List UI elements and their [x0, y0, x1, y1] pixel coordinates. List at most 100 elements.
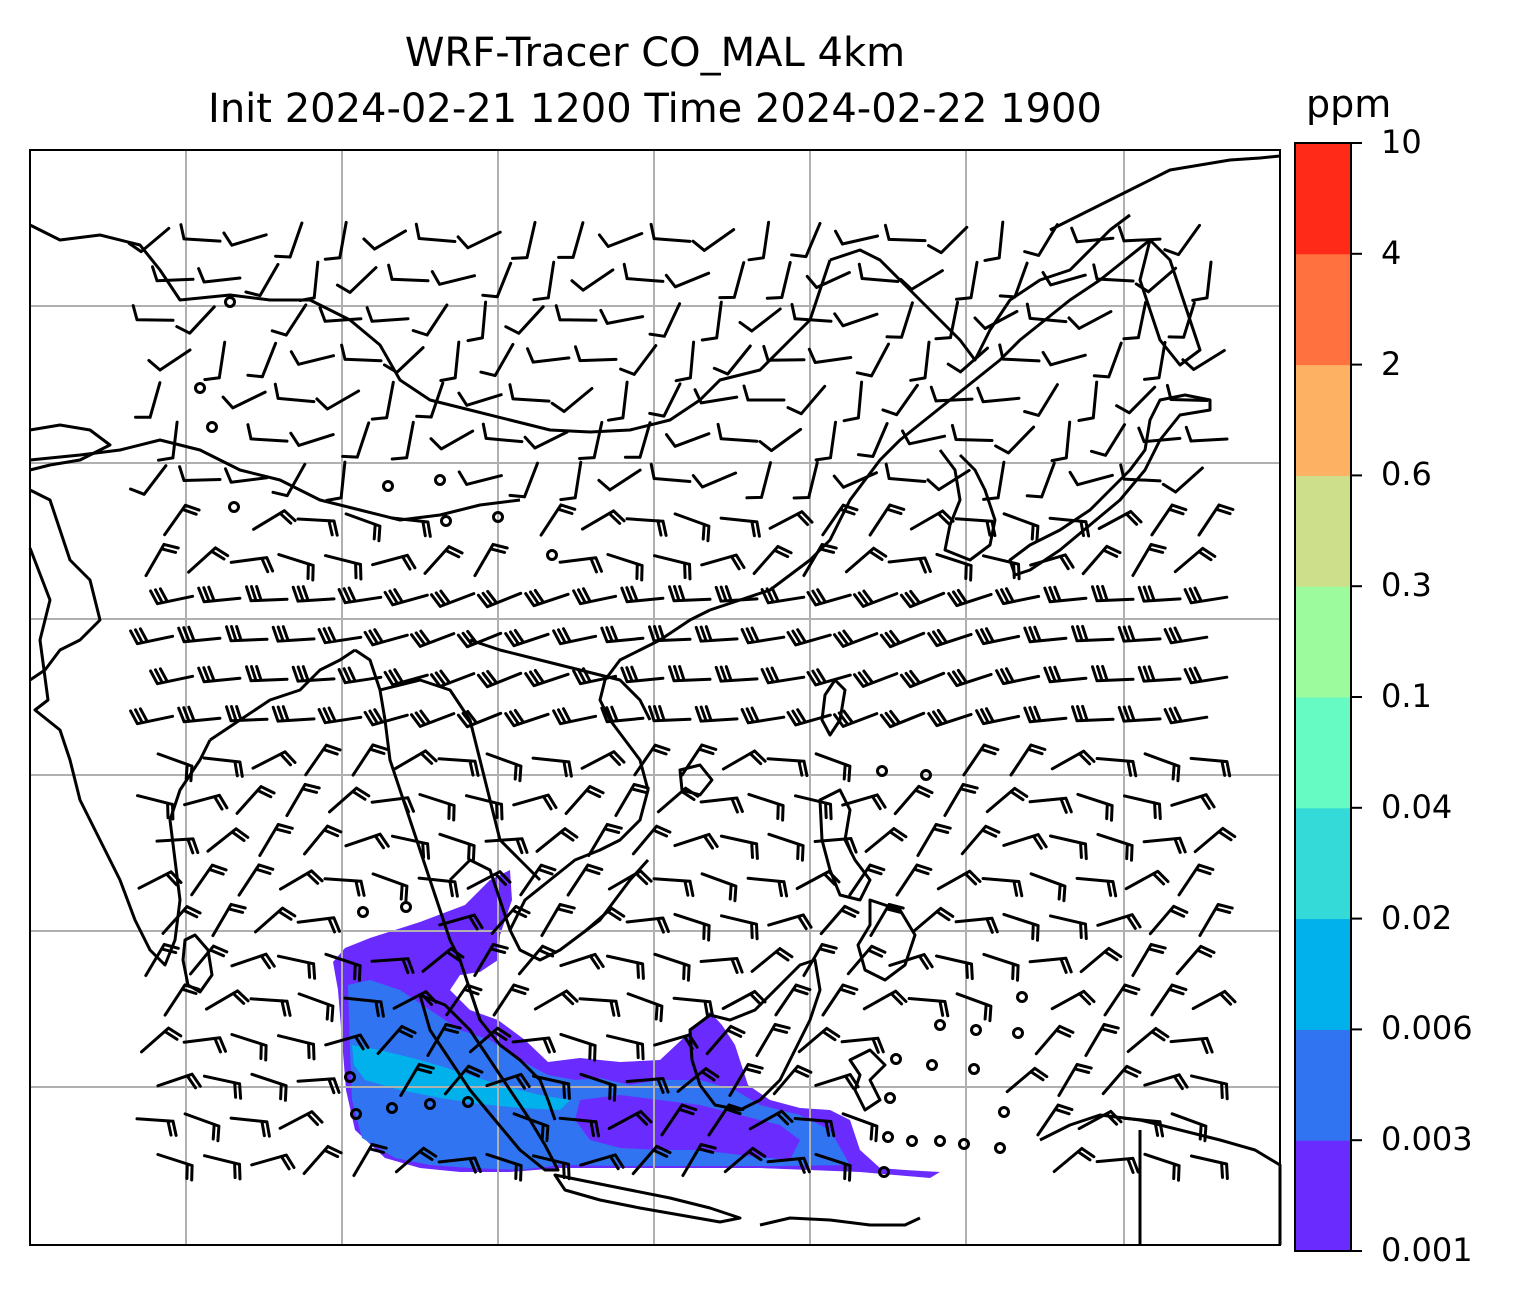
wind-barb	[1117, 225, 1162, 243]
wind-barb	[1131, 943, 1167, 977]
wind-barb	[531, 756, 573, 778]
wind-barb	[211, 902, 247, 938]
wind-barb	[535, 827, 579, 853]
coastline-korea	[938, 449, 997, 562]
wind-barb	[1137, 585, 1182, 603]
wind-barb	[371, 872, 409, 903]
wind-barb	[1002, 833, 1048, 850]
wind-barb	[842, 380, 864, 423]
wind-barb	[252, 509, 297, 531]
wind-barb	[760, 586, 806, 605]
wind-barb	[1043, 665, 1088, 684]
wind-barb	[1163, 223, 1201, 257]
coastline-lesser-sunda	[759, 1216, 921, 1227]
wind-barb	[694, 705, 739, 723]
wind-barb	[382, 346, 425, 374]
wind-barb	[728, 1063, 764, 1097]
wind-barb	[693, 388, 739, 405]
calm-wind-circle	[906, 1135, 918, 1147]
coastline-java	[553, 1173, 742, 1224]
wind-barb	[1023, 625, 1068, 644]
coastline-philippines-south	[856, 898, 917, 982]
wind-barb	[1096, 832, 1134, 862]
wind-barb	[484, 837, 529, 855]
wind-barb	[370, 957, 415, 975]
wind-barb	[1048, 516, 1091, 538]
wind-barb	[557, 221, 585, 259]
wind-barb	[813, 837, 858, 854]
wind-barb	[1191, 260, 1213, 302]
wind-barb	[202, 1074, 243, 1100]
coastline-hainan	[678, 763, 714, 797]
wind-barb	[1049, 914, 1088, 941]
colorbar-tick-label: 10	[1381, 123, 1422, 161]
wind-barb	[183, 1112, 221, 1143]
calm-wind-circle	[462, 1096, 474, 1108]
wind-barb	[222, 231, 268, 247]
wind-barb	[177, 625, 222, 644]
wind-barb	[899, 269, 944, 291]
coastline-sumatra	[418, 993, 560, 1172]
wind-barb	[504, 629, 550, 648]
wind-barb	[430, 270, 476, 286]
colorbar-band	[1295, 697, 1351, 809]
wind-barb	[466, 870, 512, 890]
coastline-borneo	[688, 958, 822, 1112]
wind-barb	[1041, 350, 1087, 367]
wind-barb	[664, 271, 711, 289]
wind-barb	[271, 625, 316, 643]
wind-barb	[383, 588, 429, 607]
wind-barb	[597, 232, 644, 248]
wind-barb	[524, 669, 570, 688]
wind-barb	[481, 261, 513, 299]
wind-barb	[927, 628, 973, 648]
wind-barb	[230, 952, 276, 970]
wind-barb	[807, 347, 853, 364]
wind-barb	[879, 709, 926, 729]
wind-barb	[225, 705, 269, 723]
wind-barb	[559, 460, 583, 502]
wind-barb	[943, 783, 979, 817]
calm-wind-circle	[386, 1102, 398, 1114]
wind-barb	[390, 834, 431, 860]
wind-barb	[883, 223, 927, 243]
wind-barb	[235, 785, 276, 815]
wind-barb	[481, 422, 524, 444]
wind-barb	[1095, 757, 1138, 778]
wind-barb	[660, 1103, 698, 1137]
wind-barb	[719, 516, 761, 538]
wind-barb	[790, 303, 833, 323]
wind-barb	[1090, 423, 1126, 457]
wind-barb	[370, 796, 415, 814]
wind-barb	[631, 1144, 672, 1176]
wind-barb	[270, 303, 308, 337]
wind-barb	[552, 627, 598, 646]
wind-barb	[946, 346, 989, 374]
wind-barb	[423, 545, 464, 575]
wind-barb	[633, 743, 671, 777]
colorbar-tick-label: 0.003	[1381, 1120, 1473, 1159]
wind-barb	[765, 261, 792, 300]
wind-barb	[927, 225, 969, 255]
coastline-philippines-luzon	[818, 788, 872, 902]
coastline-arabian	[29, 488, 102, 682]
wind-barb	[508, 461, 539, 499]
wind-barb	[273, 382, 316, 404]
wind-barb	[856, 422, 889, 458]
wind-barb	[144, 542, 180, 578]
coastline-indochina-border	[379, 678, 542, 882]
wind-barb	[625, 1077, 670, 1094]
wind-barb	[317, 626, 363, 645]
wind-barb	[707, 1103, 745, 1137]
calm-wind-circle	[958, 1138, 970, 1150]
colorbar-tick-label: 2	[1381, 344, 1402, 383]
wind-barb	[1036, 1103, 1074, 1137]
wind-barb	[129, 464, 168, 496]
wind-barb	[973, 310, 1019, 330]
wind-barb	[1002, 912, 1040, 942]
wind-barb	[250, 1153, 296, 1171]
wind-barb	[1023, 705, 1068, 724]
wind-barb	[868, 503, 906, 537]
wind-barb	[426, 1023, 462, 1057]
